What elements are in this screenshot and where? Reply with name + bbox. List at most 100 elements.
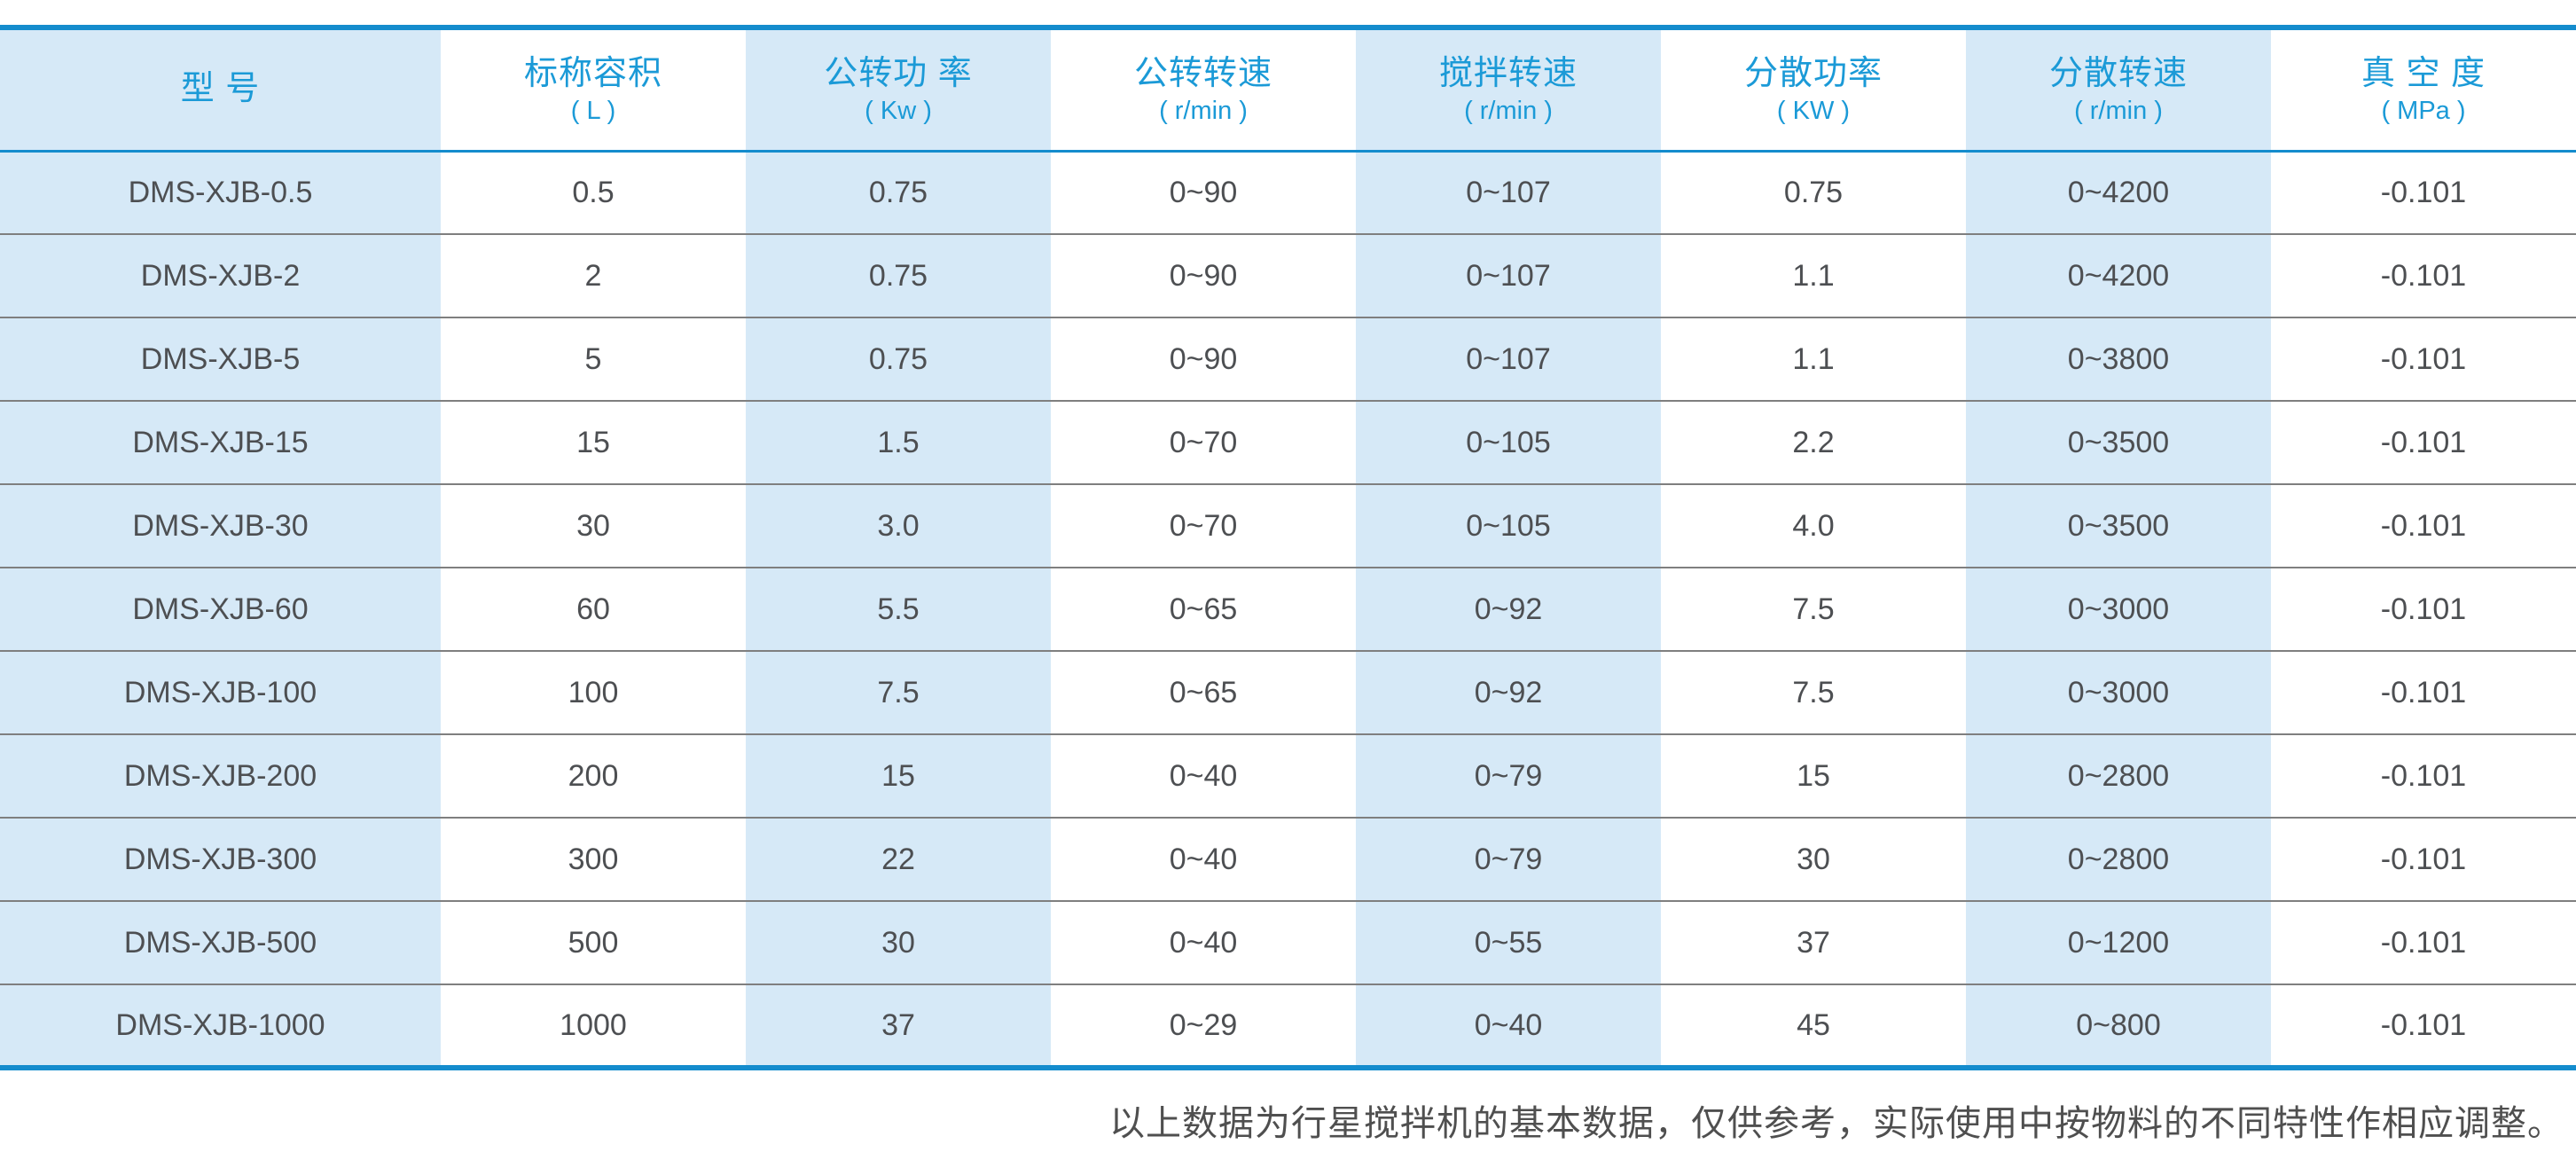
value-cell: 0~29 [1051,984,1356,1068]
value-cell: 0.5 [441,150,746,234]
value-cell: 0~55 [1356,900,1661,984]
header-row: 型 号 标称容积 ( L ) 公转功 率 ( Kw ) 公转转速 ( r/min… [0,27,2576,153]
value-cell: 0.75 [1661,150,1966,234]
value-cell: 0~4200 [1966,150,2271,234]
value-cell: 1000 [441,984,746,1068]
column-title: 分散功率 [1743,54,1883,92]
value-cell: 0~2800 [1966,733,2271,818]
value-cell: 0~40 [1051,733,1356,818]
model-cell: DMS-XJB-60 [0,567,441,651]
column-header: 标称容积 ( L ) [441,27,746,153]
value-cell: 0~3500 [1966,400,2271,484]
column-title: 公转功 率 [824,54,973,92]
column-unit: ( r/min ) [1159,97,1248,126]
value-cell: 0~107 [1356,317,1661,401]
value-cell: 0~107 [1356,150,1661,234]
value-cell: 0~70 [1051,400,1356,484]
value-cell: -0.101 [2271,650,2576,734]
value-cell: 2 [441,233,746,317]
value-cell: 0~92 [1356,650,1661,734]
value-cell: 0~40 [1356,984,1661,1068]
value-cell: 7.5 [1661,567,1966,651]
table-row: DMS-XJB-60 60 5.5 0~65 0~92 7.5 0~3000 -0.101 [0,567,2576,651]
model-cell: DMS-XJB-100 [0,650,441,734]
column-unit: ( MPa ) [2381,97,2466,126]
value-cell: -0.101 [2271,317,2576,401]
value-cell: 0~79 [1356,733,1661,818]
value-cell: 0~4200 [1966,233,2271,317]
value-cell: -0.101 [2271,900,2576,984]
column-header: 公转转速 ( r/min ) [1051,27,1356,153]
value-cell: 0~40 [1051,817,1356,901]
value-cell: 1.1 [1661,317,1966,401]
value-cell: 0~70 [1051,483,1356,568]
model-cell: DMS-XJB-0.5 [0,150,441,234]
column-unit: ( r/min ) [2074,97,2163,126]
column-unit: ( Kw ) [865,97,932,126]
model-cell: DMS-XJB-15 [0,400,441,484]
column-header: 公转功 率 ( Kw ) [746,27,1051,153]
column-title: 真 空 度 [2361,54,2486,92]
value-cell: 0.75 [746,233,1051,317]
value-cell: 1.1 [1661,233,1966,317]
model-cell: DMS-XJB-500 [0,900,441,984]
column-header: 真 空 度 ( MPa ) [2271,27,2576,153]
table-header: 型 号 标称容积 ( L ) 公转功 率 ( Kw ) 公转转速 ( r/min… [0,27,2576,153]
table-row: DMS-XJB-30 30 3.0 0~70 0~105 4.0 0~3500 -0.101 [0,483,2576,568]
value-cell: 5 [441,317,746,401]
value-cell: 0~79 [1356,817,1661,901]
value-cell: -0.101 [2271,150,2576,234]
value-cell: -0.101 [2271,567,2576,651]
value-cell: 0~1200 [1966,900,2271,984]
value-cell: 0~800 [1966,984,2271,1068]
value-cell: -0.101 [2271,817,2576,901]
value-cell: 30 [1661,817,1966,901]
value-cell: 1.5 [746,400,1051,484]
column-title: 标称容积 [523,54,662,92]
model-cell: DMS-XJB-300 [0,817,441,901]
value-cell: 0~90 [1051,233,1356,317]
value-cell: 0~65 [1051,567,1356,651]
value-cell: 0~105 [1356,483,1661,568]
table-row: DMS-XJB-0.5 0.5 0.75 0~90 0~107 0.75 0~4200 -0.… [0,150,2576,234]
model-cell: DMS-XJB-30 [0,483,441,568]
value-cell: 2.2 [1661,400,1966,484]
footer-note: 以上数据为行星搅拌机的基本数据，仅供参考，实际使用中按物料的不同特性作相应调整。 [1109,1103,2564,1144]
value-cell: 300 [441,817,746,901]
value-cell: 0~2800 [1966,817,2271,901]
value-cell: 0~3000 [1966,650,2271,734]
column-title: 搅拌转速 [1438,54,1578,92]
column-title: 公转转速 [1133,54,1272,92]
value-cell: 0~105 [1356,400,1661,484]
model-cell: DMS-XJB-200 [0,733,441,818]
value-cell: 0~3800 [1966,317,2271,401]
column-header: 型 号 [0,27,441,153]
value-cell: 500 [441,900,746,984]
table-row: DMS-XJB-1000 1000 37 0~29 0~40 45 0~800 -0.101 [0,984,2576,1068]
value-cell: 15 [1661,733,1966,818]
column-unit: ( L ) [570,97,616,126]
spec-table: 型 号 标称容积 ( L ) 公转功 率 ( Kw ) 公转转速 ( r/min… [0,25,2576,1070]
column-title: 型 号 [180,70,261,108]
column-header: 分散功率 ( KW ) [1661,27,1966,153]
value-cell: 15 [746,733,1051,818]
value-cell: 0~107 [1356,233,1661,317]
column-title: 分散转速 [2048,54,2188,92]
value-cell: 45 [1661,984,1966,1068]
model-cell: DMS-XJB-1000 [0,984,441,1068]
value-cell: -0.101 [2271,733,2576,818]
table-row: DMS-XJB-200 200 15 0~40 0~79 15 0~2800 -0.101 [0,733,2576,818]
value-cell: 0~40 [1051,900,1356,984]
value-cell: 15 [441,400,746,484]
model-cell: DMS-XJB-2 [0,233,441,317]
value-cell: 0.75 [746,317,1051,401]
value-cell: 0~90 [1051,150,1356,234]
model-cell: DMS-XJB-5 [0,317,441,401]
value-cell: 100 [441,650,746,734]
value-cell: 37 [746,984,1051,1068]
value-cell: 0~3500 [1966,483,2271,568]
value-cell: 5.5 [746,567,1051,651]
value-cell: -0.101 [2271,233,2576,317]
column-unit: ( r/min ) [1464,97,1553,126]
